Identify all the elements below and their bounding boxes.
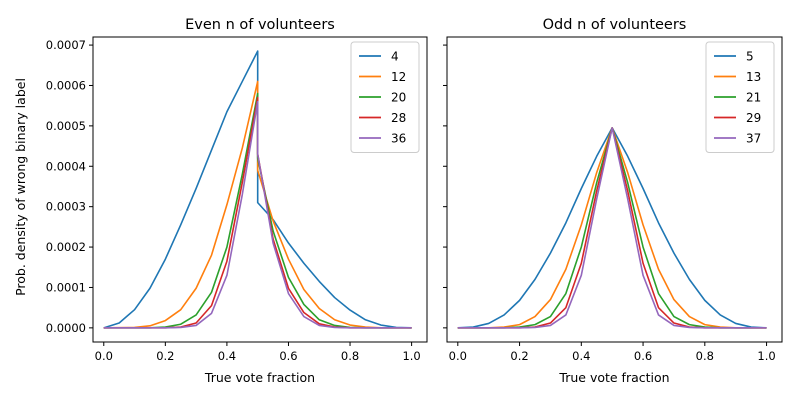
chart-title: Odd n of volunteers <box>543 17 687 33</box>
y-tick-label: 0.0003 <box>46 200 86 214</box>
legend-entry-label: 12 <box>391 70 406 84</box>
series-line-29 <box>457 127 767 329</box>
legend-entry-label: 37 <box>746 132 761 146</box>
x-axis-label: True vote fraction <box>558 370 669 385</box>
x-axis-label: True vote fraction <box>204 370 315 385</box>
axes-panel-2: 0.0 0.2 0.4 0.6 0.8 1.0 Odd n of volunteers Tru… <box>443 17 783 385</box>
x-tick-label: 0.0 <box>449 349 467 363</box>
x-tick-label: 0.4 <box>218 349 236 363</box>
x-tick-label: 0.8 <box>341 349 359 363</box>
series-line-13 <box>457 127 767 329</box>
x-tick-label: 1.0 <box>402 349 420 363</box>
legend: 4 12 20 28 36 <box>350 41 420 153</box>
x-tick-label: 0.6 <box>634 349 652 363</box>
x-tick-label: 0.2 <box>156 349 174 363</box>
legend-entry-label: 29 <box>746 111 761 125</box>
x-tick-label: 0.0 <box>95 349 113 363</box>
legend-entry-label: 13 <box>746 70 761 84</box>
series-line-21 <box>457 127 767 329</box>
shared-ylabel: Prob. density of wrong binary label <box>13 78 28 296</box>
x-tick-label: 0.6 <box>279 349 297 363</box>
legend-entry-label: 4 <box>391 50 399 64</box>
legend-entry-label: 5 <box>746 50 754 64</box>
y-tick-label: 0.0002 <box>46 240 86 254</box>
axes-frame <box>446 36 783 343</box>
x-tick-label: 0.8 <box>696 349 714 363</box>
y-tick-label: 0.0000 <box>46 321 86 335</box>
axes-frame <box>92 36 428 343</box>
y-tick-label: 0.0001 <box>46 280 86 294</box>
series-line-5 <box>457 127 767 329</box>
legend-entry-label: 21 <box>746 91 761 105</box>
chart-title: Even n of volunteers <box>185 17 335 33</box>
legend: 5 13 21 29 37 <box>705 41 775 153</box>
x-tick-label: 0.2 <box>510 349 528 363</box>
legend-box <box>705 41 775 153</box>
legend-box <box>350 41 420 153</box>
x-tick-label: 0.4 <box>572 349 590 363</box>
legend-entry-label: 28 <box>391 111 406 125</box>
series-line-36 <box>103 100 412 329</box>
y-tick-label: 0.0006 <box>46 78 86 92</box>
y-tick-label: 0.0005 <box>46 119 86 133</box>
y-tick-label: 0.0004 <box>46 159 86 173</box>
y-tick-label: 0.0007 <box>46 38 86 52</box>
legend-entry-label: 36 <box>391 132 406 146</box>
legend-entry-label: 20 <box>391 91 406 105</box>
axes-panel-1: 0.0 0.2 0.4 0.6 0.8 1.0 0.0000 0.0001 0.0002 0.00… <box>46 17 428 385</box>
series-line-37 <box>457 127 767 329</box>
x-tick-label: 1.0 <box>757 349 775 363</box>
